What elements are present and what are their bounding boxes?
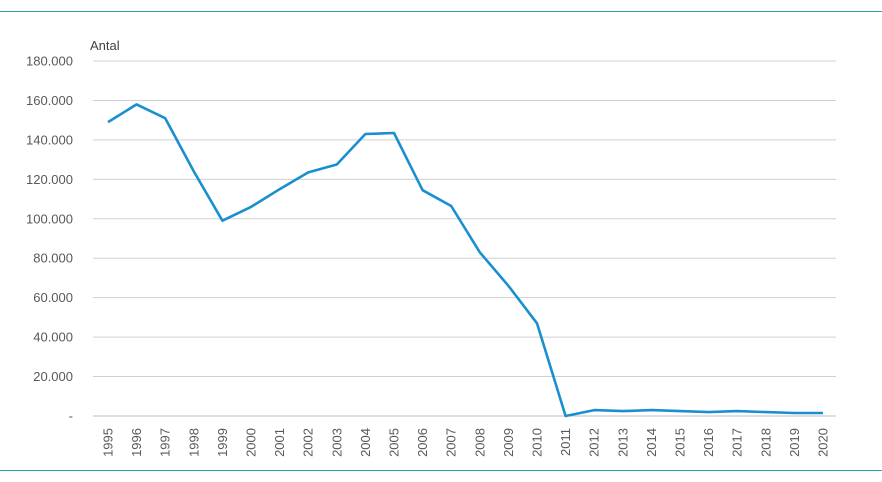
x-tick-label: 2017 (730, 428, 745, 457)
y-tick-label: 60.000 (33, 290, 73, 305)
x-tick-label: 1995 (101, 428, 116, 457)
y-tick-label: 140.000 (26, 132, 73, 147)
x-tick-label: 2005 (387, 428, 402, 457)
x-tick-label: 2011 (558, 428, 573, 456)
x-tick-label: 2012 (587, 428, 602, 457)
x-tick-label: 2007 (444, 428, 459, 457)
y-axis-label: Antal (90, 38, 120, 53)
y-tick-label: 80.000 (33, 251, 73, 266)
x-tick-label: 2004 (358, 428, 373, 457)
series-line (107, 103, 823, 418)
x-tick-label: 2019 (787, 428, 802, 457)
x-tick-label: 2003 (329, 428, 344, 457)
y-tick-label: 40.000 (33, 330, 73, 345)
y-tick-label: 120.000 (26, 172, 73, 187)
x-tick-label: 1996 (129, 428, 144, 457)
y-tick-label: 160.000 (26, 93, 73, 108)
x-tick-label: 1998 (186, 428, 201, 457)
top-border (0, 11, 882, 12)
bottom-border (0, 470, 882, 471)
x-tick-label: 2010 (530, 428, 545, 457)
y-tick-label: 20.000 (33, 369, 73, 384)
x-tick-label: 2018 (758, 428, 773, 457)
x-tick-label: 2001 (272, 428, 287, 457)
x-tick-label: 2020 (816, 428, 831, 457)
y-tick-label: - (69, 409, 73, 424)
x-axis-ticks: 1995 1996 1997 1998 1999 2000 2001 2002 2003 2004… (101, 428, 831, 457)
x-tick-label: 2013 (615, 428, 630, 457)
y-axis-ticks: - 20.000 40.000 60.000 80.000 100.000 120.000 1… (26, 54, 73, 424)
x-tick-label: 2002 (301, 428, 316, 457)
x-tick-label: 1999 (215, 428, 230, 457)
x-tick-label: 2009 (501, 428, 516, 457)
x-tick-label: 1997 (158, 428, 173, 457)
x-tick-label: 2014 (644, 428, 659, 457)
y-tick-label: 100.000 (26, 211, 73, 226)
x-tick-label: 2000 (244, 428, 259, 457)
gridlines (93, 60, 836, 417)
y-tick-label: 180.000 (26, 54, 73, 69)
x-tick-label: 2015 (673, 428, 688, 457)
x-tick-label: 2016 (701, 428, 716, 457)
x-tick-label: 2006 (415, 428, 430, 457)
x-tick-label: 2008 (472, 428, 487, 457)
